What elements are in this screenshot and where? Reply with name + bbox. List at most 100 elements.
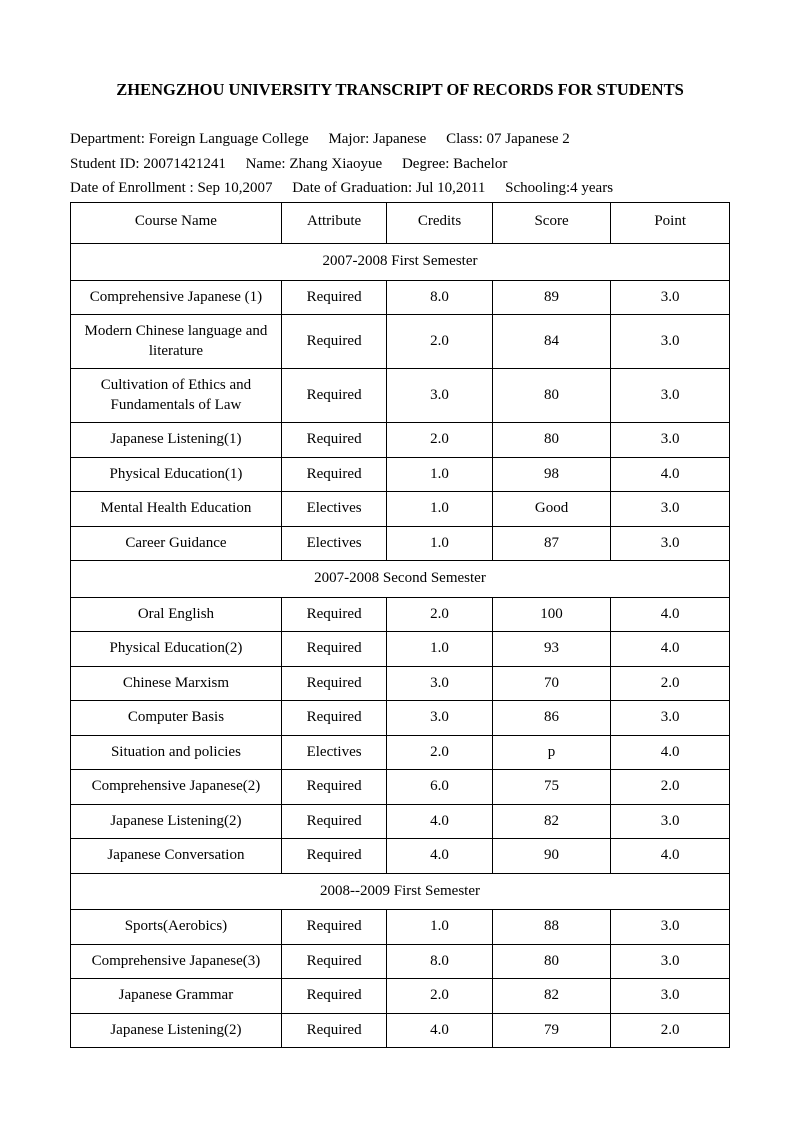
cell-credits: 1.0: [387, 492, 492, 527]
schooling: Schooling:4 years: [505, 180, 613, 196]
cell-credits: 1.0: [387, 526, 492, 561]
cell-attribute: Required: [281, 597, 386, 632]
cell-attribute: Electives: [281, 526, 386, 561]
cell-credits: 4.0: [387, 1013, 492, 1048]
info-line-3: Date of Enrollment : Sep 10,2007 Date of…: [70, 177, 730, 200]
info-line-1: Department: Foreign Language College Maj…: [70, 128, 730, 151]
cell-credits: 6.0: [387, 770, 492, 805]
transcript-table: Course Name Attribute Credits Score Poin…: [70, 202, 730, 1049]
cell-course: Comprehensive Japanese(2): [71, 770, 282, 805]
cell-point: 3.0: [611, 910, 730, 945]
student-id: Student ID: 20071421241: [70, 156, 226, 172]
table-row: Physical Education(1)Required1.0984.0: [71, 457, 730, 492]
cell-course: Situation and policies: [71, 735, 282, 770]
cell-credits: 2.0: [387, 315, 492, 369]
table-row: Comprehensive Japanese (1)Required8.0893…: [71, 280, 730, 315]
cell-course: Sports(Aerobics): [71, 910, 282, 945]
class: Class: 07 Japanese 2: [446, 131, 570, 147]
table-row: Situation and policiesElectives2.0p4.0: [71, 735, 730, 770]
cell-course: Japanese Listening(2): [71, 804, 282, 839]
cell-point: 4.0: [611, 597, 730, 632]
table-row: Sports(Aerobics)Required1.0883.0: [71, 910, 730, 945]
cell-score: 80: [492, 423, 611, 458]
cell-credits: 3.0: [387, 701, 492, 736]
cell-attribute: Required: [281, 804, 386, 839]
cell-point: 3.0: [611, 701, 730, 736]
cell-credits: 4.0: [387, 804, 492, 839]
cell-score: 98: [492, 457, 611, 492]
table-row: Oral EnglishRequired2.01004.0: [71, 597, 730, 632]
cell-score: 87: [492, 526, 611, 561]
col-course-name: Course Name: [71, 202, 282, 244]
table-row: Modern Chinese language and literatureRe…: [71, 315, 730, 369]
cell-score: 86: [492, 701, 611, 736]
cell-credits: 8.0: [387, 944, 492, 979]
table-body: 2007-2008 First SemesterComprehensive Ja…: [71, 244, 730, 1048]
cell-course: Japanese Grammar: [71, 979, 282, 1014]
cell-score: 75: [492, 770, 611, 805]
cell-course: Mental Health Education: [71, 492, 282, 527]
cell-score: 93: [492, 632, 611, 667]
cell-point: 4.0: [611, 457, 730, 492]
table-row: Japanese Listening(2)Required4.0792.0: [71, 1013, 730, 1048]
cell-attribute: Required: [281, 423, 386, 458]
enrollment-date: Date of Enrollment : Sep 10,2007: [70, 180, 272, 196]
degree: Degree: Bachelor: [402, 156, 507, 172]
cell-point: 3.0: [611, 979, 730, 1014]
cell-credits: 2.0: [387, 979, 492, 1014]
cell-score: 70: [492, 666, 611, 701]
cell-credits: 1.0: [387, 632, 492, 667]
cell-attribute: Required: [281, 280, 386, 315]
cell-point: 3.0: [611, 423, 730, 458]
table-header-row: Course Name Attribute Credits Score Poin…: [71, 202, 730, 244]
cell-point: 3.0: [611, 526, 730, 561]
cell-course: Physical Education(2): [71, 632, 282, 667]
cell-credits: 1.0: [387, 910, 492, 945]
cell-score: 82: [492, 979, 611, 1014]
cell-score: 82: [492, 804, 611, 839]
cell-attribute: Required: [281, 632, 386, 667]
cell-credits: 3.0: [387, 369, 492, 423]
cell-point: 3.0: [611, 492, 730, 527]
cell-score: 89: [492, 280, 611, 315]
cell-course: Oral English: [71, 597, 282, 632]
major: Major: Japanese: [328, 131, 426, 147]
cell-score: 88: [492, 910, 611, 945]
cell-attribute: Required: [281, 315, 386, 369]
cell-point: 2.0: [611, 770, 730, 805]
cell-attribute: Required: [281, 944, 386, 979]
col-credits: Credits: [387, 202, 492, 244]
cell-course: Comprehensive Japanese (1): [71, 280, 282, 315]
table-row: Japanese Listening(1)Required2.0803.0: [71, 423, 730, 458]
table-row: Comprehensive Japanese(2)Required6.0752.…: [71, 770, 730, 805]
cell-point: 2.0: [611, 1013, 730, 1048]
cell-point: 3.0: [611, 804, 730, 839]
cell-point: 3.0: [611, 315, 730, 369]
cell-course: Modern Chinese language and literature: [71, 315, 282, 369]
cell-score: 80: [492, 369, 611, 423]
cell-score: Good: [492, 492, 611, 527]
semester-row: 2008--2009 First Semester: [71, 873, 730, 910]
cell-credits: 2.0: [387, 735, 492, 770]
cell-score: 100: [492, 597, 611, 632]
cell-attribute: Required: [281, 979, 386, 1014]
cell-point: 3.0: [611, 944, 730, 979]
cell-attribute: Required: [281, 369, 386, 423]
cell-credits: 4.0: [387, 839, 492, 874]
cell-course: Japanese Listening(2): [71, 1013, 282, 1048]
semester-label: 2007-2008 Second Semester: [71, 561, 730, 598]
cell-credits: 2.0: [387, 423, 492, 458]
cell-credits: 2.0: [387, 597, 492, 632]
cell-course: Comprehensive Japanese(3): [71, 944, 282, 979]
table-row: Japanese ConversationRequired4.0904.0: [71, 839, 730, 874]
semester-label: 2007-2008 First Semester: [71, 244, 730, 281]
cell-score: p: [492, 735, 611, 770]
cell-attribute: Required: [281, 666, 386, 701]
cell-point: 4.0: [611, 839, 730, 874]
semester-row: 2007-2008 First Semester: [71, 244, 730, 281]
cell-course: Japanese Conversation: [71, 839, 282, 874]
table-row: Career GuidanceElectives1.0873.0: [71, 526, 730, 561]
col-attribute: Attribute: [281, 202, 386, 244]
cell-score: 84: [492, 315, 611, 369]
table-row: Japanese GrammarRequired2.0823.0: [71, 979, 730, 1014]
